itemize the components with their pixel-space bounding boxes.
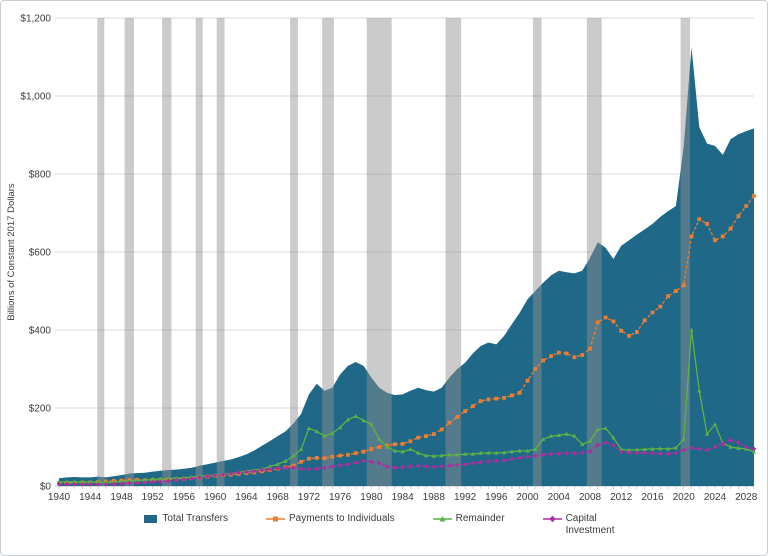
remainder-line-swatch-icon bbox=[432, 514, 452, 528]
payments-line-swatch-icon bbox=[266, 514, 286, 528]
svg-text:1984: 1984 bbox=[391, 492, 414, 503]
svg-text:$1,200: $1,200 bbox=[20, 14, 51, 25]
svg-text:1968: 1968 bbox=[267, 492, 290, 503]
total-transfers-swatch-icon bbox=[144, 514, 158, 528]
svg-text:$1,000: $1,000 bbox=[20, 92, 51, 103]
svg-text:1972: 1972 bbox=[298, 492, 321, 503]
legend-label: Payments to Individuals bbox=[289, 513, 395, 524]
legend-label: Remainder bbox=[455, 513, 505, 524]
svg-text:1948: 1948 bbox=[110, 492, 133, 503]
legend-item-remainder: Remainder bbox=[432, 513, 505, 528]
svg-text:2028: 2028 bbox=[735, 492, 758, 503]
svg-text:1976: 1976 bbox=[329, 492, 352, 503]
svg-text:1964: 1964 bbox=[235, 492, 258, 503]
svg-text:2000: 2000 bbox=[516, 492, 539, 503]
chart-legend: Total Transfers Payments to Individuals … bbox=[1, 513, 767, 536]
svg-text:$600: $600 bbox=[29, 248, 52, 259]
svg-text:1940: 1940 bbox=[48, 492, 71, 503]
svg-text:1960: 1960 bbox=[204, 492, 227, 503]
capital-investment-line-swatch-icon bbox=[542, 514, 562, 528]
svg-text:2008: 2008 bbox=[579, 492, 602, 503]
legend-item-capital-investment: Capital Investment bbox=[542, 513, 624, 536]
legend-item-payments-to-individuals: Payments to Individuals bbox=[266, 513, 395, 528]
svg-text:$0: $0 bbox=[40, 482, 52, 493]
svg-text:1988: 1988 bbox=[423, 492, 446, 503]
svg-text:$400: $400 bbox=[29, 326, 52, 337]
svg-text:2012: 2012 bbox=[610, 492, 633, 503]
svg-text:1952: 1952 bbox=[142, 492, 165, 503]
legend-label: Capital Investment bbox=[565, 513, 615, 536]
svg-text:1996: 1996 bbox=[485, 492, 508, 503]
legend-item-total-transfers: Total Transfers bbox=[144, 513, 228, 528]
svg-text:1956: 1956 bbox=[173, 492, 196, 503]
svg-text:2024: 2024 bbox=[704, 492, 727, 503]
svg-text:1992: 1992 bbox=[454, 492, 477, 503]
svg-text:2020: 2020 bbox=[673, 492, 696, 503]
svg-text:1944: 1944 bbox=[79, 492, 102, 503]
transfers-area-chart: $0 $200 $400 $600 $800 $1,000 $1,200 1940 1944 19… bbox=[6, 14, 758, 504]
svg-text:2004: 2004 bbox=[548, 492, 571, 503]
svg-text:1980: 1980 bbox=[360, 492, 383, 503]
svg-text:$800: $800 bbox=[29, 170, 52, 181]
svg-text:Billions of Constant 2017 Doll: Billions of Constant 2017 Dollars bbox=[6, 183, 17, 321]
legend-label: Total Transfers bbox=[162, 513, 229, 524]
svg-text:2016: 2016 bbox=[641, 492, 664, 503]
svg-text:$200: $200 bbox=[29, 404, 52, 415]
